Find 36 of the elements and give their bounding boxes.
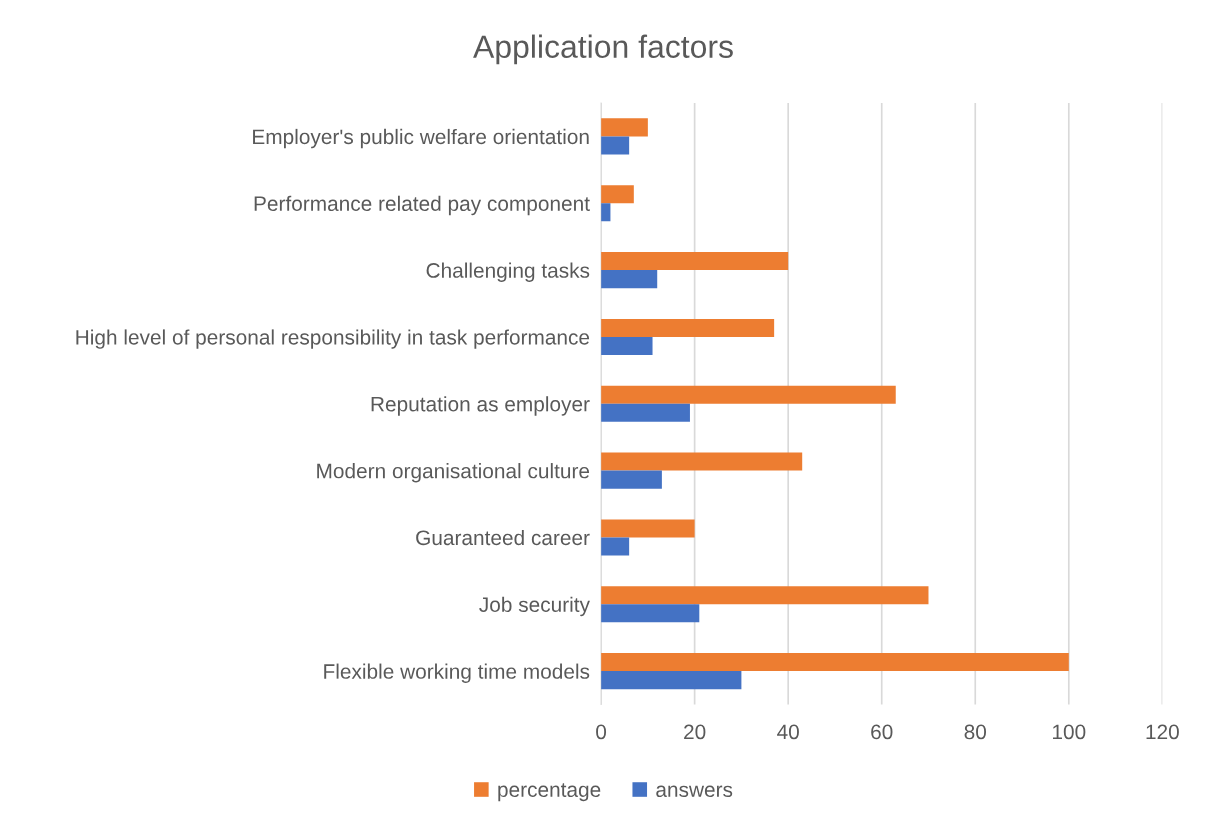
chart-title: Application factors bbox=[473, 34, 733, 65]
y-tick-label: Guaranteed career bbox=[416, 529, 590, 546]
x-tick-label: 120 bbox=[1146, 724, 1179, 740]
bar bbox=[601, 586, 929, 605]
x-tick-label: 60 bbox=[871, 724, 893, 740]
bar bbox=[601, 537, 630, 556]
x-tick-label: 20 bbox=[684, 724, 706, 740]
bar bbox=[601, 336, 653, 355]
x-tick-label: 40 bbox=[777, 724, 799, 740]
y-tick-label: Modern organisational culture bbox=[317, 463, 590, 483]
y-tick-label: Flexible working time models bbox=[324, 663, 590, 683]
bar bbox=[601, 452, 803, 471]
legend-label: percentage bbox=[498, 783, 601, 802]
bar bbox=[601, 270, 658, 289]
bar bbox=[601, 671, 742, 690]
bar bbox=[601, 385, 896, 404]
x-tick-label: 0 bbox=[596, 724, 607, 740]
legend-label: answers bbox=[656, 785, 733, 798]
bar bbox=[601, 519, 695, 538]
bar bbox=[601, 118, 648, 137]
y-tick-label: Performance related pay component bbox=[254, 195, 590, 216]
bar bbox=[601, 653, 1069, 672]
y-tick-label: Challenging tasks bbox=[426, 262, 590, 282]
bar bbox=[601, 136, 630, 155]
y-tick-label: Job security bbox=[479, 596, 590, 617]
bar bbox=[601, 470, 662, 489]
bar bbox=[601, 252, 789, 271]
x-tick-label: 80 bbox=[964, 724, 987, 740]
y-tick-label: Reputation as employer bbox=[371, 396, 590, 416]
bar bbox=[601, 403, 690, 422]
bar bbox=[601, 318, 775, 337]
bar bbox=[601, 604, 700, 623]
y-tick-label: Employer's public welfare orientation bbox=[253, 128, 589, 149]
y-tick-label: High level of personal responsibility in task performance bbox=[76, 329, 590, 349]
x-tick-label: 100 bbox=[1053, 724, 1086, 740]
bar bbox=[601, 185, 634, 204]
